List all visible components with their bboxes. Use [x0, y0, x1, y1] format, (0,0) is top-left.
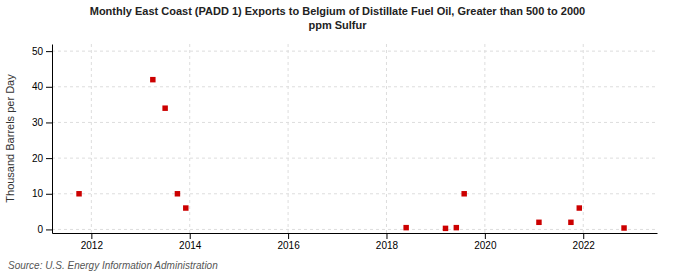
- scatter-point: [403, 225, 408, 230]
- y-axis-tick-label: 0: [37, 224, 43, 235]
- y-axis-line: [52, 45, 53, 234]
- grid-line-x: [189, 44, 190, 233]
- grid-line-x: [288, 44, 289, 233]
- y-axis-tick: 0: [37, 224, 52, 235]
- x-axis-tick-label: 2020: [474, 240, 497, 251]
- x-axis-tick-mark: [386, 233, 387, 239]
- y-axis-tick-mark: [46, 87, 52, 88]
- y-axis-tick-mark: [46, 51, 52, 52]
- y-axis-tick-mark: [46, 158, 52, 159]
- x-axis-tick: 2020: [474, 233, 497, 251]
- scatter-point: [175, 191, 180, 196]
- chart-title: Monthly East Coast (PADD 1) Exports to B…: [90, 5, 586, 31]
- grid-line-y: [52, 51, 657, 52]
- chart-title-line: Monthly East Coast (PADD 1) Exports to B…: [90, 5, 586, 17]
- source-note: Source: U.S. Energy Information Administ…: [8, 260, 218, 271]
- x-axis-tick-label: 2022: [573, 240, 596, 251]
- x-axis-tick: 2014: [179, 233, 202, 251]
- y-axis-tick-label: 30: [32, 117, 44, 128]
- y-axis-tick-label: 40: [32, 81, 44, 92]
- x-axis-tick-label: 2018: [376, 240, 399, 251]
- points: [76, 77, 626, 231]
- grid-line-x: [484, 44, 485, 233]
- grid-line-y: [52, 229, 657, 230]
- y-axis-tick: 10: [32, 188, 52, 199]
- x-axis-tick: 2016: [277, 233, 300, 251]
- grid-line-x: [91, 44, 92, 233]
- x-axis-tick-mark: [190, 233, 191, 239]
- y-axis-tick-label: 10: [32, 188, 44, 199]
- scatter-point: [162, 105, 167, 110]
- x-axis-tick-label: 2014: [179, 240, 202, 251]
- x-axis-tick-label: 2012: [81, 240, 104, 251]
- scatter-point: [76, 191, 81, 196]
- scatter-point: [150, 77, 155, 82]
- grid-line-y: [52, 86, 657, 87]
- x-axis-tick-label: 2016: [277, 240, 300, 251]
- chart-title-line: ppm Sulfur: [308, 19, 367, 31]
- chart-container: Monthly East Coast (PADD 1) Exports to B…: [0, 0, 675, 275]
- y-axis-tick: 40: [32, 81, 52, 92]
- grid-line-y: [52, 193, 657, 194]
- grid-line-y: [52, 122, 657, 123]
- x-axis-tick: 2022: [573, 233, 596, 251]
- scatter-point: [454, 225, 459, 230]
- x-axis-line: [53, 233, 658, 234]
- scatter-point: [536, 220, 541, 225]
- scatter-point: [461, 191, 466, 196]
- scatter-point: [577, 205, 582, 210]
- y-axis: 0 10 20 30 40 50: [32, 45, 53, 236]
- grid-line-y: [52, 158, 657, 159]
- scatter-point: [621, 225, 626, 230]
- y-axis-tick: 30: [32, 117, 52, 128]
- scatter-point: [443, 226, 448, 231]
- x-axis-tick-mark: [288, 233, 289, 239]
- y-axis-tick-label: 20: [32, 153, 44, 164]
- grid-line-x: [386, 44, 387, 233]
- y-axis-title: Thousand Barrels per Day: [4, 74, 16, 203]
- x-axis-tick-mark: [485, 233, 486, 239]
- y-axis-tick-mark: [46, 194, 52, 195]
- chart-svg: Monthly East Coast (PADD 1) Exports to B…: [0, 0, 675, 275]
- plot-area: 2012 2014 2016 2018 2020 2022 0 10 20 30 40 50: [32, 44, 658, 251]
- x-axis: 2012 2014 2016 2018 2020 2022: [53, 233, 658, 251]
- x-axis-tick: 2012: [81, 233, 104, 251]
- x-axis-tick-mark: [91, 233, 92, 239]
- y-axis-tick-mark: [46, 229, 52, 230]
- x-axis-tick-mark: [583, 233, 584, 239]
- scatter-point: [568, 220, 573, 225]
- x-axis-tick: 2018: [376, 233, 399, 251]
- grid: [52, 44, 657, 233]
- y-axis-tick-mark: [46, 122, 52, 123]
- y-axis-tick: 20: [32, 153, 52, 164]
- scatter-point: [183, 205, 188, 210]
- grid-line-x: [583, 44, 584, 233]
- y-axis-tick: 50: [32, 46, 52, 57]
- y-axis-tick-label: 50: [32, 46, 44, 57]
